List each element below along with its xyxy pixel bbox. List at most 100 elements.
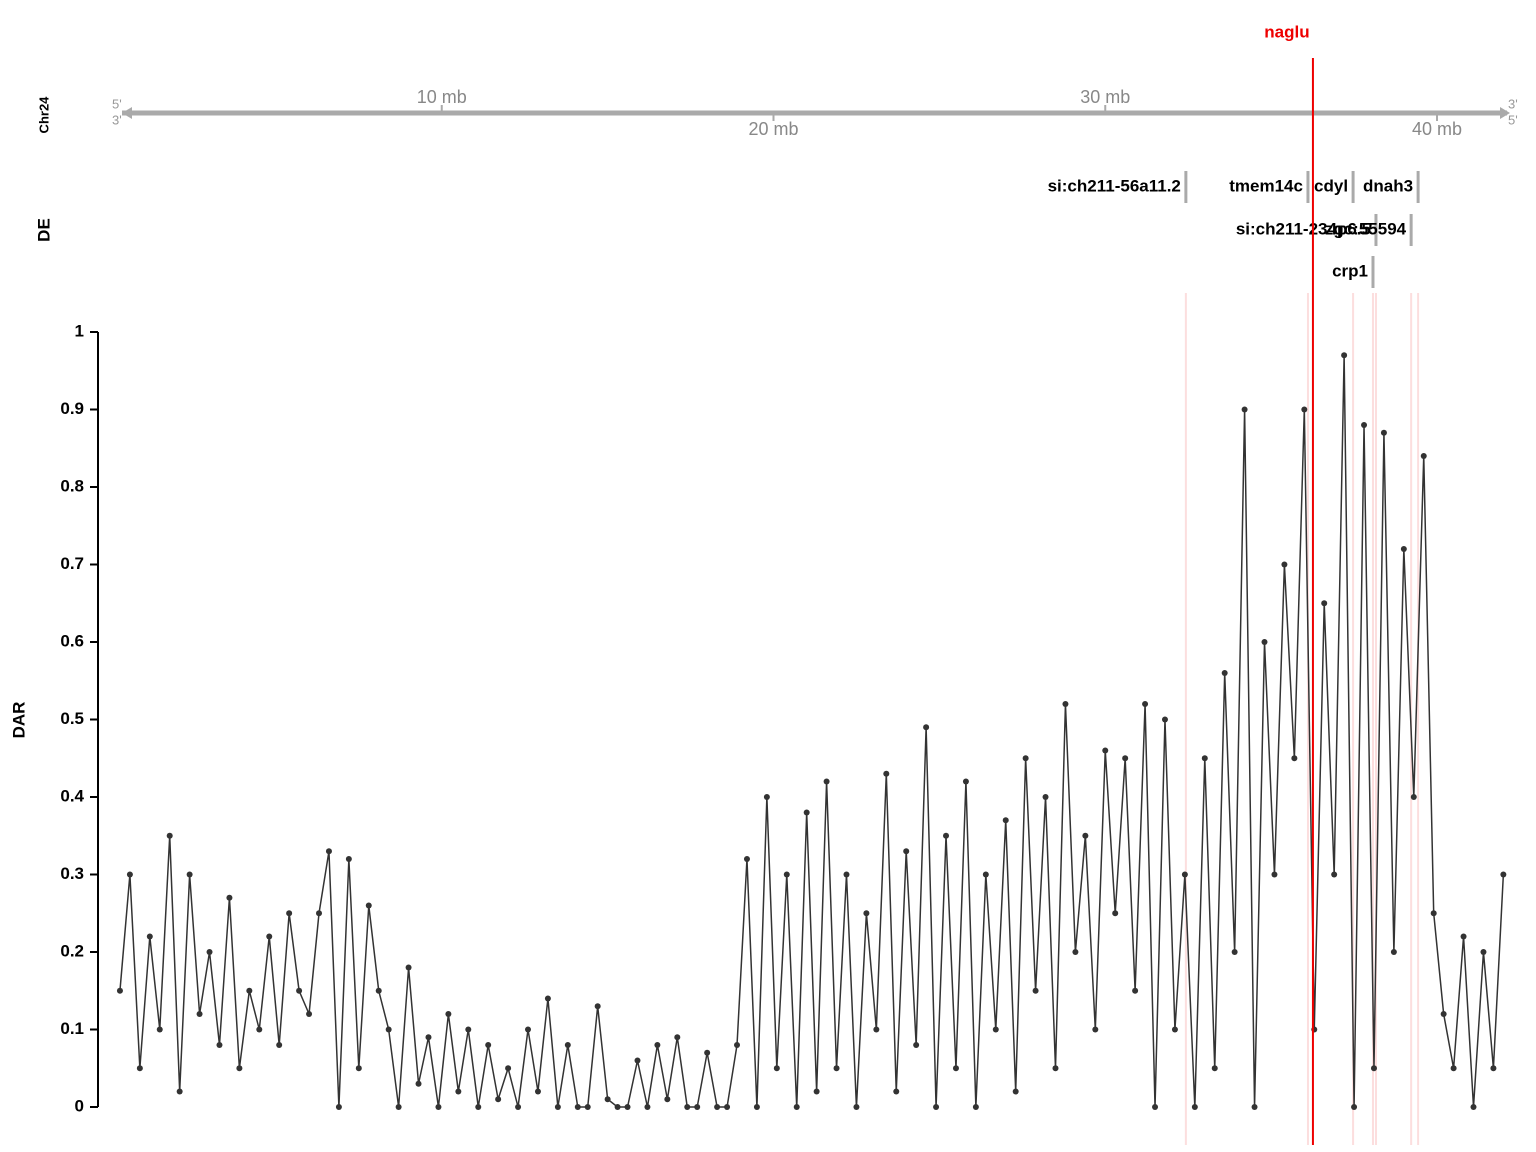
dar-point (674, 1034, 681, 1041)
strand-label: 3' (1508, 96, 1518, 111)
dar-point (216, 1042, 223, 1048)
dar-point (714, 1104, 721, 1110)
dar-point (116, 987, 123, 994)
dar-point (1201, 755, 1208, 762)
dar-point (783, 871, 790, 878)
dar-point (1012, 1088, 1019, 1095)
y-tick-label: 0.1 (60, 1019, 84, 1038)
dar-point (1142, 701, 1149, 707)
dar-point (863, 910, 870, 917)
dar-point (634, 1057, 641, 1064)
dar-point (1331, 871, 1338, 878)
dar-point (1361, 422, 1368, 428)
dar-point (1380, 429, 1387, 436)
dar-point (1321, 600, 1328, 607)
gene-label: tmem14c (1229, 176, 1303, 195)
dar-point (186, 871, 193, 878)
dar-point (1132, 987, 1139, 994)
dar-point (1241, 406, 1248, 413)
dar-point (196, 1011, 203, 1017)
highlight-label: naglu (1264, 22, 1309, 41)
dar-point (316, 910, 323, 917)
dar-point (883, 770, 890, 777)
dar-point (833, 1065, 840, 1072)
dar-point (1261, 639, 1268, 645)
dar-point (564, 1042, 571, 1048)
dar-point (156, 1026, 163, 1033)
dar-point (405, 964, 412, 971)
dar-point (873, 1026, 880, 1033)
dar-point (256, 1026, 263, 1033)
dar-line (119, 355, 1505, 1108)
dar-point (594, 1003, 601, 1010)
dar-point (803, 809, 810, 816)
dar-point (525, 1026, 532, 1033)
dar-point (1231, 949, 1238, 955)
dar-point (893, 1088, 900, 1095)
dar-point (923, 724, 930, 731)
genome-tick-label: 10 mb (417, 87, 467, 107)
dar-point (1062, 701, 1069, 707)
dar-point (1351, 1104, 1358, 1110)
dar-point (365, 902, 372, 909)
dar-point (694, 1104, 701, 1110)
dar-point (544, 995, 551, 1002)
dar-point (793, 1104, 800, 1110)
dar-point (1042, 794, 1049, 800)
y-tick-label: 0.3 (60, 864, 84, 883)
dar-point (146, 933, 153, 940)
dar-point (475, 1104, 482, 1110)
dar-point (1470, 1104, 1477, 1110)
dar-point (385, 1026, 392, 1033)
dar-point (684, 1104, 691, 1110)
dar-point (1181, 871, 1188, 878)
y-tick-label: 0.8 (60, 476, 84, 495)
y-tick-label: 0.7 (60, 554, 84, 573)
dar-point (505, 1065, 512, 1072)
dar-point (1002, 817, 1009, 824)
dar-point (1400, 546, 1407, 552)
dar-point (1112, 910, 1119, 917)
dar-point (1390, 949, 1397, 955)
dar-point (445, 1011, 452, 1017)
dar-point (992, 1026, 999, 1033)
track-label: DE (34, 218, 53, 242)
dar-point (534, 1088, 541, 1095)
dar-point (236, 1065, 243, 1072)
dar-point (1032, 987, 1039, 994)
dar-point (395, 1104, 402, 1110)
dar-point (724, 1104, 731, 1110)
dar-point (1341, 352, 1348, 359)
dar-point (972, 1104, 979, 1110)
dar-point (325, 848, 332, 855)
dar-point (913, 1042, 920, 1048)
dar-point (753, 1104, 760, 1110)
dar-point (126, 871, 133, 878)
dar-point (584, 1104, 591, 1110)
dar-point (903, 848, 910, 855)
dar-point (1102, 747, 1109, 754)
dar-point (1410, 794, 1417, 800)
strand-label: 5' (1508, 112, 1518, 127)
dar-point (1450, 1065, 1457, 1072)
dar-point (166, 832, 173, 839)
dar-point (1420, 453, 1427, 459)
chromosome-label: Chr24 (36, 96, 51, 134)
y-tick-label: 0 (75, 1096, 84, 1115)
dar-point (1291, 755, 1298, 762)
dar-point (335, 1104, 342, 1110)
dar-point (1430, 910, 1437, 917)
dar-point (455, 1088, 462, 1095)
dar-point (375, 987, 382, 994)
dar-point (614, 1104, 621, 1110)
dar-point (843, 871, 850, 878)
dar-point (1052, 1065, 1059, 1072)
dar-point (1191, 1104, 1198, 1110)
dar-point (1490, 1065, 1497, 1072)
dar-point (823, 778, 830, 785)
strand-label: 3' (112, 112, 122, 127)
gene-label: cdyl (1314, 176, 1348, 195)
dar-point (1500, 871, 1507, 878)
dar-point (853, 1104, 860, 1110)
dar-point (1480, 949, 1487, 955)
